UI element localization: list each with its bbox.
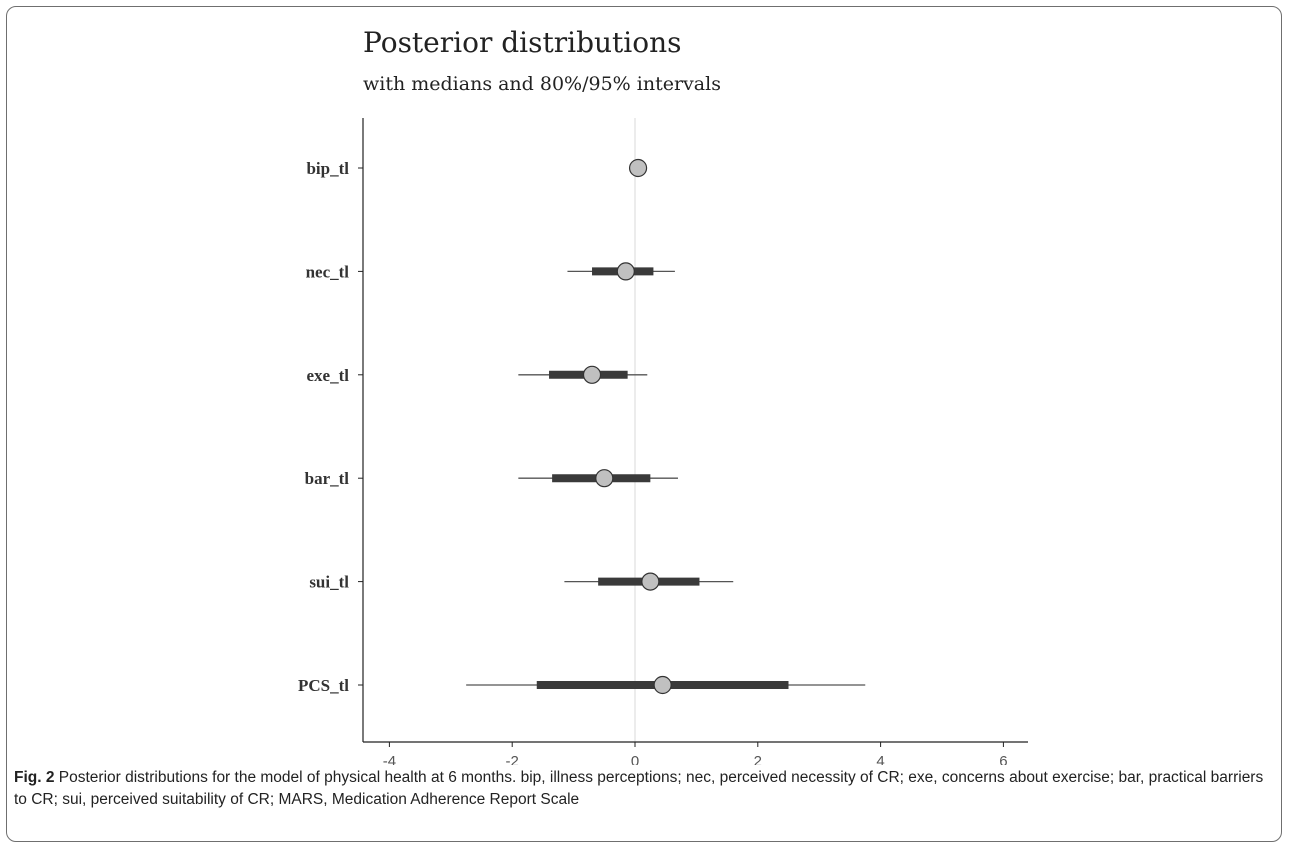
median-point: [595, 469, 614, 488]
y-tick-label: bar_tl: [305, 469, 350, 488]
figure-caption: Fig. 2 Posterior distributions for the m…: [14, 767, 1274, 811]
median-point: [628, 158, 648, 178]
plot-area: -4 -2 0 2 4 6 bip_tl nec_tl exe_tl bar_tl sui_tl PC…: [298, 118, 1028, 765]
y-tick-label: PCS_tl: [298, 676, 349, 695]
chart-subtitle: with medians and 80%/95% intervals: [363, 73, 721, 95]
posterior-interval-chart: Posterior distributions with medians and…: [298, 26, 1028, 765]
caption-text: Posterior distributions for the model of…: [14, 769, 1264, 808]
median-point: [616, 262, 635, 281]
figure-frame: [6, 6, 1282, 842]
caption-label: Fig. 2: [14, 769, 55, 786]
x-tick-label: 2: [754, 753, 762, 765]
y-tick-label: exe_tl: [307, 366, 350, 385]
y-tick-label: bip_tl: [306, 159, 349, 178]
y-tick-label: sui_tl: [309, 573, 349, 592]
median-point: [641, 572, 660, 591]
x-tick-label: -4: [383, 753, 396, 765]
y-tick-label: nec_tl: [306, 262, 350, 281]
x-tick-label: 6: [999, 753, 1007, 765]
x-tick-label: 0: [631, 753, 639, 765]
chart-title: Posterior distributions: [363, 26, 682, 59]
x-tick-label: 4: [876, 753, 884, 765]
median-point: [653, 675, 672, 695]
median-point: [582, 365, 602, 384]
x-tick-label: -2: [506, 753, 519, 765]
